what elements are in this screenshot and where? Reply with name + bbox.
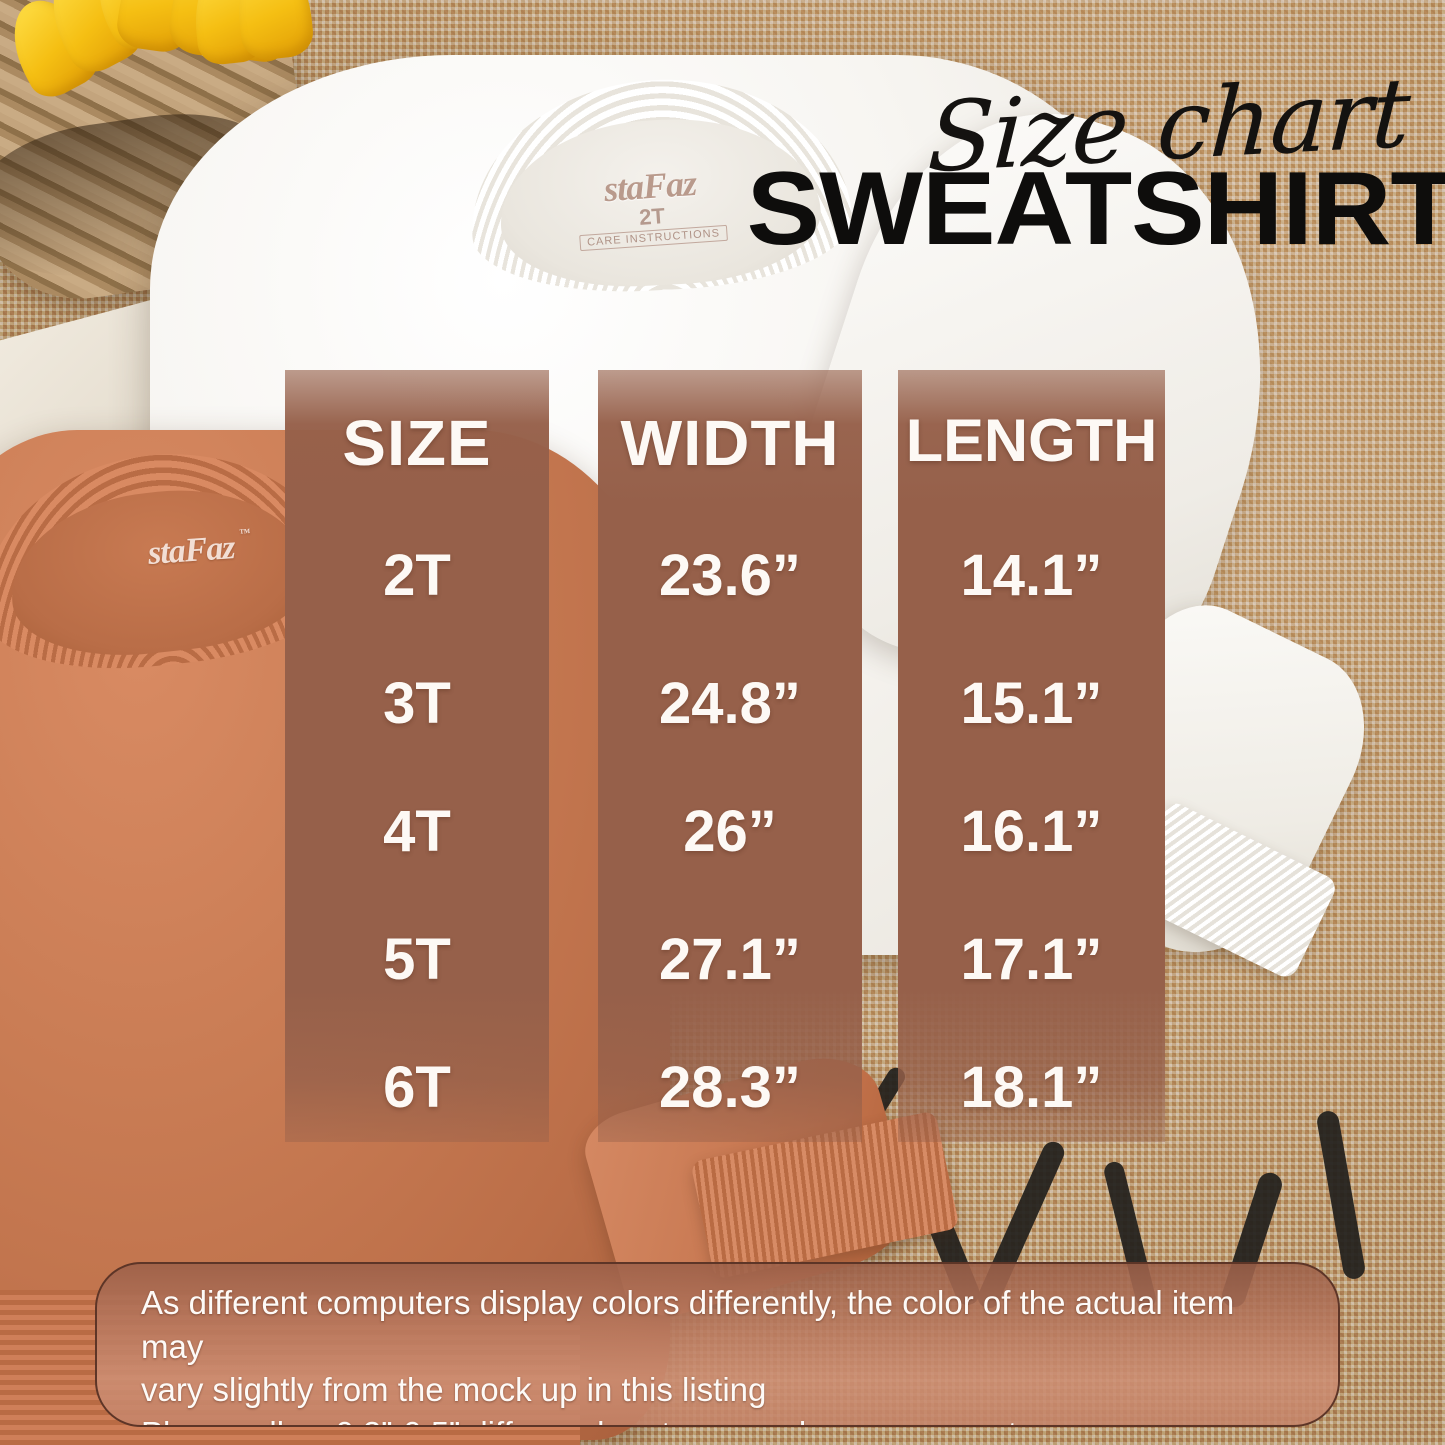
column-header-length: LENGTH — [905, 407, 1158, 474]
column-length: LENGTH 14.1” 15.1” 16.1” 17.1” 18.1” — [898, 370, 1165, 1142]
cell-width-3t: 24.8” — [659, 671, 801, 736]
cell-length-3t: 15.1” — [960, 671, 1103, 736]
disclaimer-box: As different computers display colors di… — [95, 1262, 1340, 1427]
cell-size-2t: 2T — [383, 543, 451, 608]
disclaimer-line-1: As different computers display colors di… — [141, 1284, 1235, 1365]
cell-length-5t: 17.1” — [960, 927, 1103, 992]
column-header-size: SIZE — [342, 407, 492, 479]
cell-width-6t: 28.3” — [659, 1055, 801, 1120]
heading-block: Size chart SWEATSHIRT KID — [747, 57, 1445, 262]
cell-size-6t: 6T — [383, 1055, 451, 1120]
cell-size-5t: 5T — [383, 927, 451, 992]
column-size: SIZE 2T 3T 4T 5T 6T — [285, 370, 549, 1142]
column-header-width: WIDTH — [620, 407, 840, 479]
cell-size-4t: 4T — [383, 799, 451, 864]
page-title: SWEATSHIRT KID — [746, 151, 1445, 268]
cell-width-2t: 23.6” — [659, 543, 801, 608]
cell-length-2t: 14.1” — [960, 543, 1103, 608]
disclaimer-line-3: Please allow 0.3”-0.5” differes dure to … — [141, 1412, 1304, 1425]
cell-size-3t: 3T — [383, 671, 451, 736]
column-width: WIDTH 23.6” 24.8” 26” 27.1” 28.3” — [598, 370, 862, 1142]
cell-width-4t: 26” — [683, 799, 777, 864]
cell-length-4t: 16.1” — [960, 799, 1103, 864]
disclaimer-line-2: vary slightly from the mock up in this l… — [141, 1371, 767, 1409]
cell-width-5t: 27.1” — [659, 927, 801, 992]
cell-length-6t: 18.1” — [960, 1055, 1103, 1120]
